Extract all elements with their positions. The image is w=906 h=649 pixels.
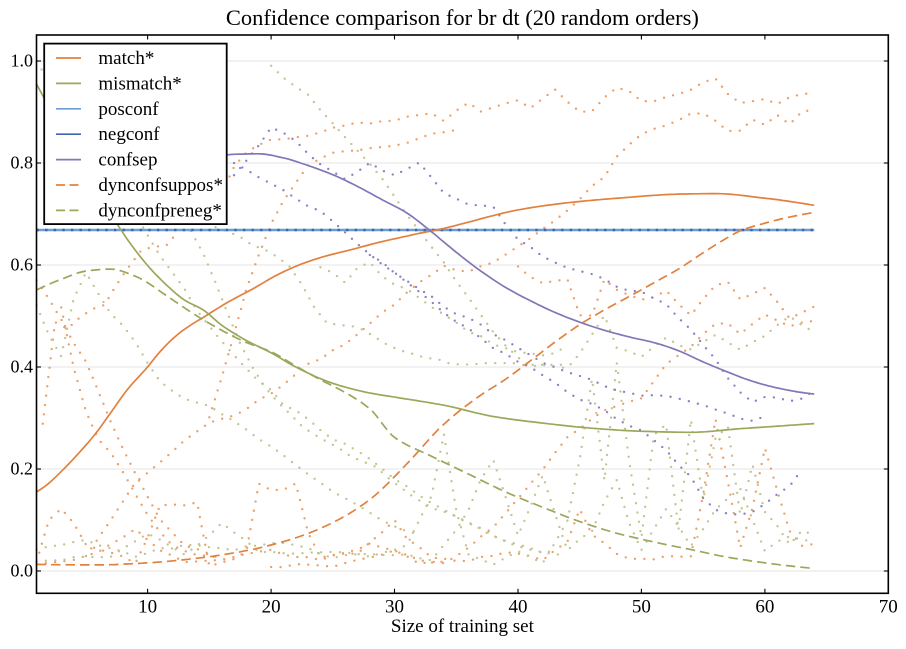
svg-text:dynconfsuppos*: dynconfsuppos* [98,175,223,196]
svg-text:Confidence comparison for br d: Confidence comparison for br dt (20 rand… [226,5,699,30]
svg-text:40: 40 [509,597,528,618]
svg-text:Size of training set: Size of training set [391,616,535,637]
svg-text:0.8: 0.8 [11,153,34,173]
svg-text:0.2: 0.2 [11,459,34,479]
svg-text:mismatch*: mismatch* [98,73,181,94]
svg-text:match*: match* [98,48,154,69]
svg-text:dynconfpreneg*: dynconfpreneg* [98,200,221,221]
svg-text:20: 20 [262,597,281,618]
svg-text:50: 50 [632,597,651,618]
svg-text:confsep: confsep [98,150,157,171]
svg-text:10: 10 [138,597,157,618]
svg-text:70: 70 [879,597,898,618]
svg-text:negconf: negconf [98,124,160,145]
svg-text:60: 60 [755,597,774,618]
svg-text:0.6: 0.6 [11,255,34,275]
svg-text:30: 30 [385,597,404,618]
svg-text:0.0: 0.0 [11,561,34,581]
svg-text:0.4: 0.4 [11,357,34,377]
svg-text:posconf: posconf [98,99,159,120]
svg-text:1.0: 1.0 [11,51,34,71]
